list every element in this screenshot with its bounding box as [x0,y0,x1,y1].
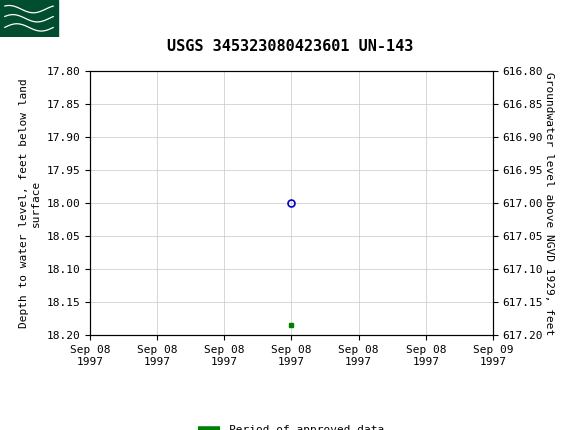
Y-axis label: Depth to water level, feet below land
surface: Depth to water level, feet below land su… [19,78,41,328]
Text: USGS 345323080423601 UN-143: USGS 345323080423601 UN-143 [167,39,413,54]
Y-axis label: Groundwater level above NGVD 1929, feet: Groundwater level above NGVD 1929, feet [545,71,554,335]
Text: USGS: USGS [67,9,118,27]
Legend: Period of approved data: Period of approved data [194,420,389,430]
Bar [0,0,58,37]
